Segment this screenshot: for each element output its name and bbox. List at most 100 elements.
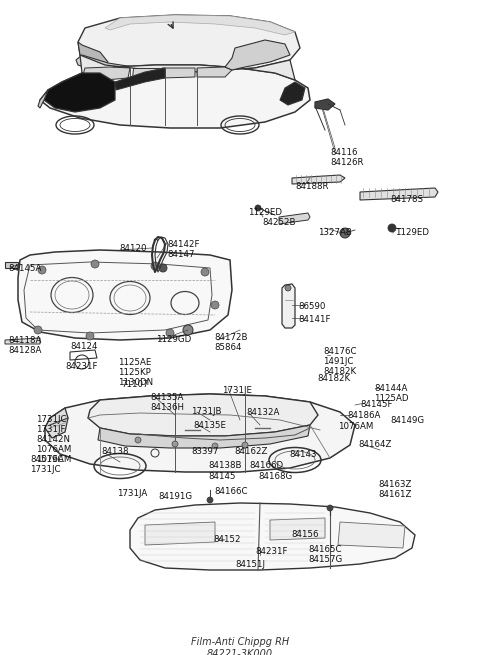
Polygon shape — [98, 425, 310, 448]
Polygon shape — [40, 65, 310, 128]
Polygon shape — [270, 518, 325, 540]
Circle shape — [172, 441, 178, 447]
Text: 84172B
85864: 84172B 85864 — [214, 333, 248, 352]
Polygon shape — [38, 90, 48, 108]
Polygon shape — [225, 40, 290, 70]
Text: 84138B: 84138B — [208, 461, 241, 470]
Polygon shape — [88, 394, 318, 436]
Text: 1731JA: 1731JA — [117, 489, 147, 498]
Polygon shape — [279, 213, 310, 224]
Text: 1731JC
1731JF
84142N
1076AM
1076AM: 1731JC 1731JF 84142N 1076AM 1076AM — [36, 415, 72, 464]
Circle shape — [327, 505, 333, 511]
Polygon shape — [360, 188, 438, 200]
Text: 1129ED: 1129ED — [395, 228, 429, 237]
Text: 71107: 71107 — [121, 380, 148, 389]
Polygon shape — [76, 55, 175, 78]
Text: 1327AB: 1327AB — [318, 228, 352, 237]
Text: 84135E: 84135E — [193, 421, 226, 430]
Circle shape — [34, 326, 42, 334]
Polygon shape — [292, 175, 345, 184]
Text: 84163Z
84161Z: 84163Z 84161Z — [378, 480, 411, 499]
Text: 84164Z: 84164Z — [358, 440, 391, 449]
Circle shape — [166, 329, 174, 337]
Text: 84143: 84143 — [289, 450, 316, 459]
Circle shape — [38, 266, 46, 274]
Circle shape — [151, 262, 159, 270]
Polygon shape — [115, 68, 165, 90]
Polygon shape — [145, 522, 215, 545]
Polygon shape — [105, 15, 295, 35]
Polygon shape — [5, 338, 40, 344]
Polygon shape — [45, 408, 68, 438]
Text: 84145A: 84145A — [8, 264, 41, 273]
Text: 84186A: 84186A — [347, 411, 380, 420]
Text: 84118A
84128A: 84118A 84128A — [8, 336, 41, 355]
Polygon shape — [280, 82, 305, 105]
Polygon shape — [162, 68, 195, 78]
Text: 84145: 84145 — [208, 472, 236, 481]
Text: 84152: 84152 — [213, 535, 240, 544]
Circle shape — [91, 260, 99, 268]
Text: 1076AM: 1076AM — [338, 422, 373, 431]
Circle shape — [211, 301, 219, 309]
Text: 86590: 86590 — [298, 302, 325, 311]
Text: 84135A
84136H: 84135A 84136H — [150, 393, 184, 412]
Polygon shape — [18, 250, 232, 340]
Circle shape — [135, 437, 141, 443]
Text: 84147: 84147 — [167, 250, 194, 259]
Text: 84142F: 84142F — [167, 240, 200, 249]
Text: 1125AE
1125KP
1130DN: 1125AE 1125KP 1130DN — [118, 358, 153, 387]
Text: 84191G: 84191G — [158, 492, 192, 501]
Text: 84166C: 84166C — [214, 487, 248, 496]
Polygon shape — [5, 262, 18, 268]
Text: 84231F: 84231F — [65, 362, 97, 371]
Text: 84156: 84156 — [291, 530, 319, 539]
Text: 84182K: 84182K — [317, 374, 350, 383]
Text: 84252B: 84252B — [262, 218, 296, 227]
Polygon shape — [80, 55, 295, 80]
Polygon shape — [82, 67, 130, 80]
Circle shape — [201, 268, 209, 276]
Text: 84138: 84138 — [101, 447, 129, 456]
Polygon shape — [45, 394, 355, 472]
Circle shape — [183, 325, 193, 335]
Polygon shape — [338, 522, 405, 548]
Text: 84178S: 84178S — [390, 195, 423, 204]
Polygon shape — [78, 15, 300, 72]
Polygon shape — [130, 503, 415, 570]
Text: 84120: 84120 — [119, 244, 146, 253]
Circle shape — [285, 285, 291, 291]
Text: Film-Anti Chippg RH
84221-3K000: Film-Anti Chippg RH 84221-3K000 — [191, 637, 289, 655]
Polygon shape — [315, 99, 335, 110]
Text: 84168G: 84168G — [258, 472, 292, 481]
Text: 1129GD: 1129GD — [156, 335, 191, 344]
Text: 84519C
1731JC: 84519C 1731JC — [30, 455, 63, 474]
Polygon shape — [44, 73, 115, 112]
Text: 84124: 84124 — [70, 342, 97, 351]
Polygon shape — [132, 68, 160, 78]
Polygon shape — [78, 42, 108, 65]
Circle shape — [207, 497, 213, 503]
Polygon shape — [197, 67, 232, 77]
Text: 1731JB: 1731JB — [191, 407, 221, 416]
Circle shape — [255, 205, 261, 211]
Circle shape — [388, 224, 396, 232]
Text: 84162Z: 84162Z — [234, 447, 267, 456]
Text: 83397: 83397 — [191, 447, 218, 456]
Text: 84231F: 84231F — [255, 547, 288, 556]
Text: 84176C
1491JC
84182K: 84176C 1491JC 84182K — [323, 347, 357, 376]
Polygon shape — [282, 284, 295, 328]
Circle shape — [86, 332, 94, 340]
Circle shape — [159, 264, 167, 272]
Circle shape — [242, 442, 248, 448]
Circle shape — [212, 443, 218, 449]
Text: 84132A: 84132A — [246, 408, 279, 417]
Text: 1129ED: 1129ED — [248, 208, 282, 217]
Text: 84149G: 84149G — [390, 416, 424, 425]
Text: 84144A
1125AD: 84144A 1125AD — [374, 384, 408, 403]
Text: 84145F: 84145F — [360, 400, 393, 409]
Text: 84188R: 84188R — [295, 182, 328, 191]
Text: 84165C
84157G: 84165C 84157G — [308, 545, 342, 564]
Text: 84141F: 84141F — [298, 315, 331, 324]
Text: 84151J: 84151J — [235, 560, 265, 569]
